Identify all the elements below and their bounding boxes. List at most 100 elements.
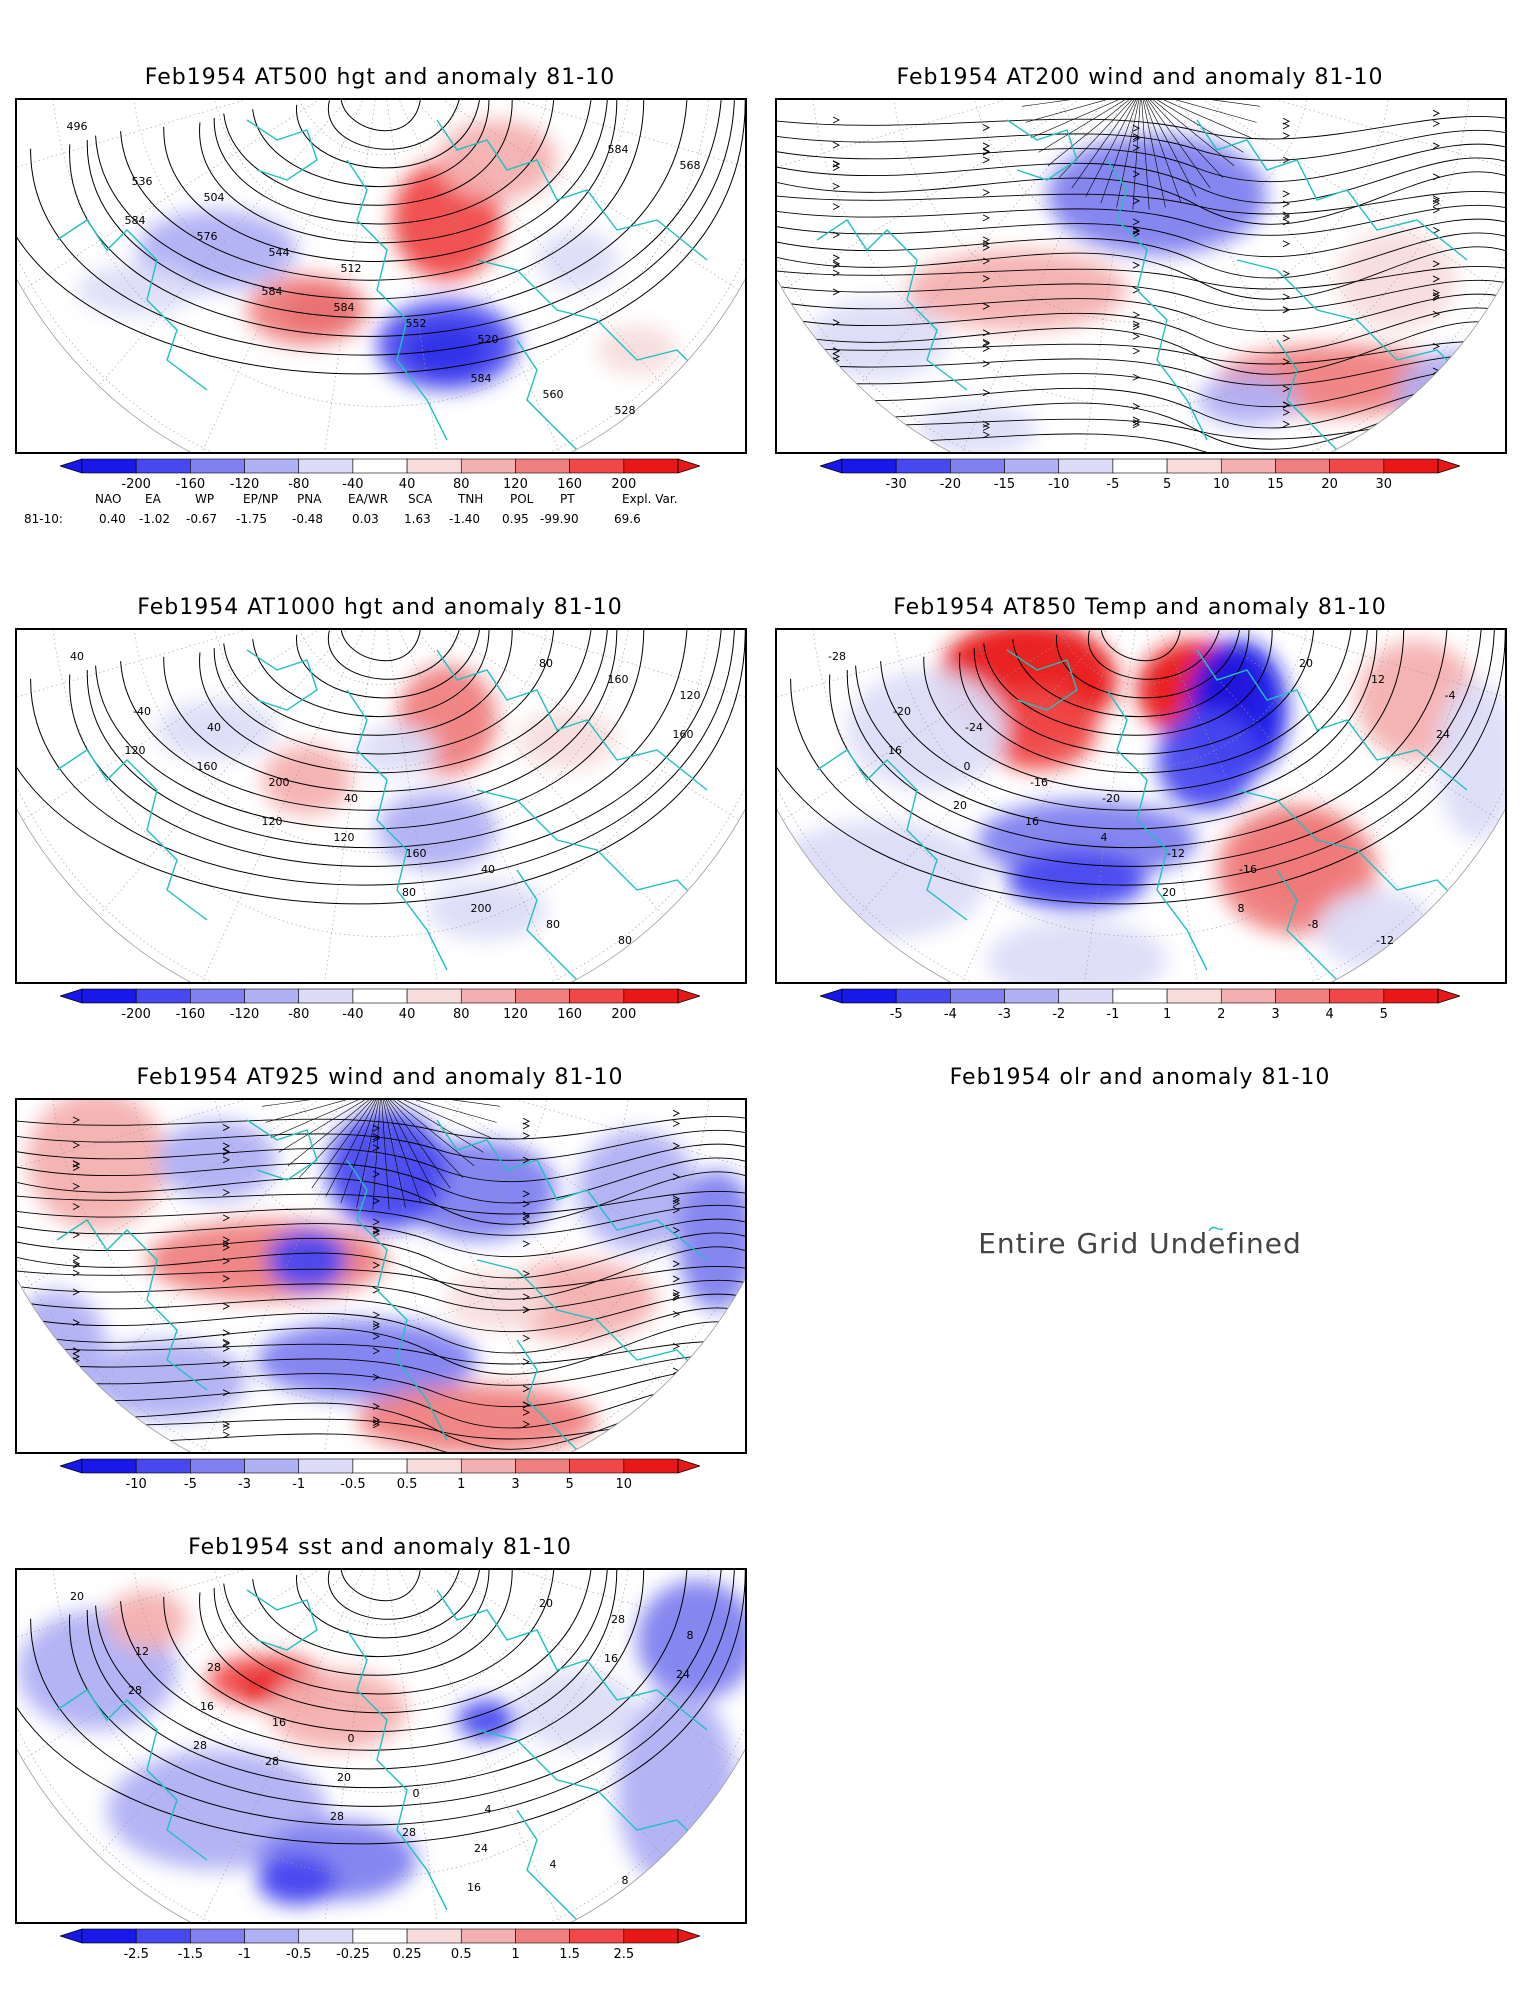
map-svg: 20 28 0 4 8 12 16 0 4 8 16 20 24 28 28 28 28 20 24 28 28 16 16 [17, 1570, 745, 1922]
colorbar-tick-label: 1.5 [559, 1947, 580, 1962]
colorbar-tick-label: -5 [183, 1477, 197, 1492]
panel-title-olr: Feb1954 olr and anomaly 81-10 [949, 1065, 1331, 1090]
colorbar-svg [58, 988, 702, 1004]
contour-label: -16 [1239, 863, 1257, 876]
contour-label: 120 [262, 815, 283, 828]
anomaly-shading [257, 1320, 477, 1400]
contour-label: 504 [204, 191, 225, 204]
colorbar-tick-label: 20 [1321, 477, 1338, 492]
colorbar-tick-label: -40 [342, 1007, 364, 1022]
colorbar-500hgt: -200 -160 -120 -80 -40 40 80 120 160 200 [58, 458, 702, 492]
map-svg [17, 1100, 745, 1452]
contour-label: 584 [471, 372, 492, 385]
tele-value: 69.6 [614, 512, 641, 526]
contour-label: 568 [680, 159, 701, 172]
contour-label: 28 [330, 1810, 344, 1823]
anomaly-shading [257, 1855, 337, 1905]
colorbar-tick-label: 30 [1375, 477, 1393, 492]
map-850temp: -28 -24 -20 -16 -12 -20 -16 -12 -8 -4 0 4 8 12 16 16 20 2… [775, 628, 1507, 984]
contour-label: 12 [135, 1645, 149, 1658]
anomaly-shading [267, 1230, 347, 1290]
contour-label: 4 [550, 1858, 557, 1871]
contour-label: 28 [128, 1684, 142, 1697]
contour-label: 0 [964, 760, 971, 773]
colorbar-tick-label: 0.5 [450, 1947, 472, 1962]
anomaly-shading [137, 210, 297, 290]
contour-label: -4 [1445, 689, 1456, 702]
tele-header: PNA [297, 492, 322, 506]
tele-header: EA [145, 492, 161, 506]
anomaly-shading [1197, 375, 1297, 425]
colorbar-tick-label: -1 [238, 1947, 252, 1962]
anomaly-shading [437, 120, 557, 200]
contour-label: 584 [125, 214, 146, 227]
colorbar-tick-label: 5 [1162, 477, 1172, 492]
contour-label: 200 [269, 776, 290, 789]
contour-label: 80 [402, 886, 416, 899]
contour-label: 496 [67, 120, 88, 133]
colorbar-tick-label: -0.5 [340, 1477, 366, 1492]
contour-label: 0 [413, 1787, 420, 1800]
colorbar-tick-label: -80 [288, 1007, 310, 1022]
colorbar-tick-label: 2 [1217, 1007, 1226, 1022]
contour-label: 16 [604, 1652, 618, 1665]
contour-label: 16 [1025, 815, 1039, 828]
panel-title-1000hgt: Feb1954 AT1000 hgt and anomaly 81-10 [137, 595, 623, 620]
anomaly-shading [377, 790, 497, 870]
colorbar-tick-label: -160 [175, 477, 206, 492]
colorbar-tick-label: 1 [511, 1947, 520, 1962]
panel-title-sst: Feb1954 sst and anomaly 81-10 [188, 1535, 572, 1560]
anomaly-shading [987, 920, 1167, 982]
colorbar-tick-label: 0.25 [392, 1947, 422, 1962]
anomaly-shading [27, 1100, 167, 1230]
anomaly-shading [107, 1590, 187, 1650]
tele-value: -0.67 [186, 512, 218, 526]
colorbar-tick-label: 80 [452, 477, 470, 492]
colorbar-tick-label: 120 [503, 1007, 528, 1022]
contour-label: 536 [132, 175, 153, 188]
contour-label: -24 [965, 721, 983, 734]
contour-label: 80 [539, 657, 553, 670]
colorbar-925wind: -10 -5 -3 -1 -0.5 0.5 1 3 5 10 [58, 1458, 702, 1492]
contour-label: 200 [471, 902, 492, 915]
contour-label: 4 [485, 1803, 492, 1816]
colorbar-tick-label: -1 [1106, 1007, 1120, 1022]
panel-title-850temp: Feb1954 AT850 Temp and anomaly 81-10 [893, 595, 1387, 620]
olr-undefined-message: Entire Grid Undefined [978, 1227, 1302, 1260]
tele-header: EA/WR [348, 492, 389, 506]
colorbar-tick-label: -15 [993, 477, 1016, 492]
colorbar-svg [58, 458, 702, 474]
colorbar-svg [58, 1458, 702, 1474]
colorbar-tick-label: -10 [1048, 477, 1070, 492]
colorbar-tick-label: -0.25 [336, 1947, 370, 1962]
contour-label: -12 [1376, 934, 1394, 947]
colorbar-svg [58, 1928, 702, 1944]
colorbar-tick-label: 3 [511, 1477, 520, 1492]
anomaly-shading [427, 880, 547, 940]
colorbar-tick-label: 3 [1271, 1007, 1280, 1022]
anomaly-shading [847, 670, 1007, 790]
colorbar-tick-label: 200 [611, 1007, 637, 1022]
tele-header: POL [510, 492, 534, 506]
colorbar-tick-label: 1 [457, 1477, 466, 1492]
contour-label: 120 [125, 744, 146, 757]
colorbar-tick-label: -3 [238, 1477, 252, 1492]
tele-row-label: 81-10: [24, 512, 63, 526]
anomaly-shading [517, 710, 617, 770]
anomaly-shading [77, 265, 197, 315]
map-200wind [775, 98, 1507, 454]
colorbar-tick-label: -5 [889, 1007, 903, 1022]
contour-label: 20 [1299, 657, 1313, 670]
contour-label: 16 [888, 744, 902, 757]
contour-label: 20 [70, 1590, 84, 1603]
anomaly-shading [87, 1340, 247, 1420]
contour-label: 16 [200, 1700, 214, 1713]
contour-label: 40 [481, 863, 495, 876]
colorbar-tick-label: -160 [175, 1007, 206, 1022]
map-925wind [15, 1098, 747, 1454]
contour-label: 24 [474, 1842, 488, 1855]
colorbar-tick-label: -4 [943, 1007, 957, 1022]
contour-label: -16 [1030, 776, 1048, 789]
colorbar-tick-label: -120 [229, 1007, 260, 1022]
contour-label: 28 [265, 1755, 279, 1768]
